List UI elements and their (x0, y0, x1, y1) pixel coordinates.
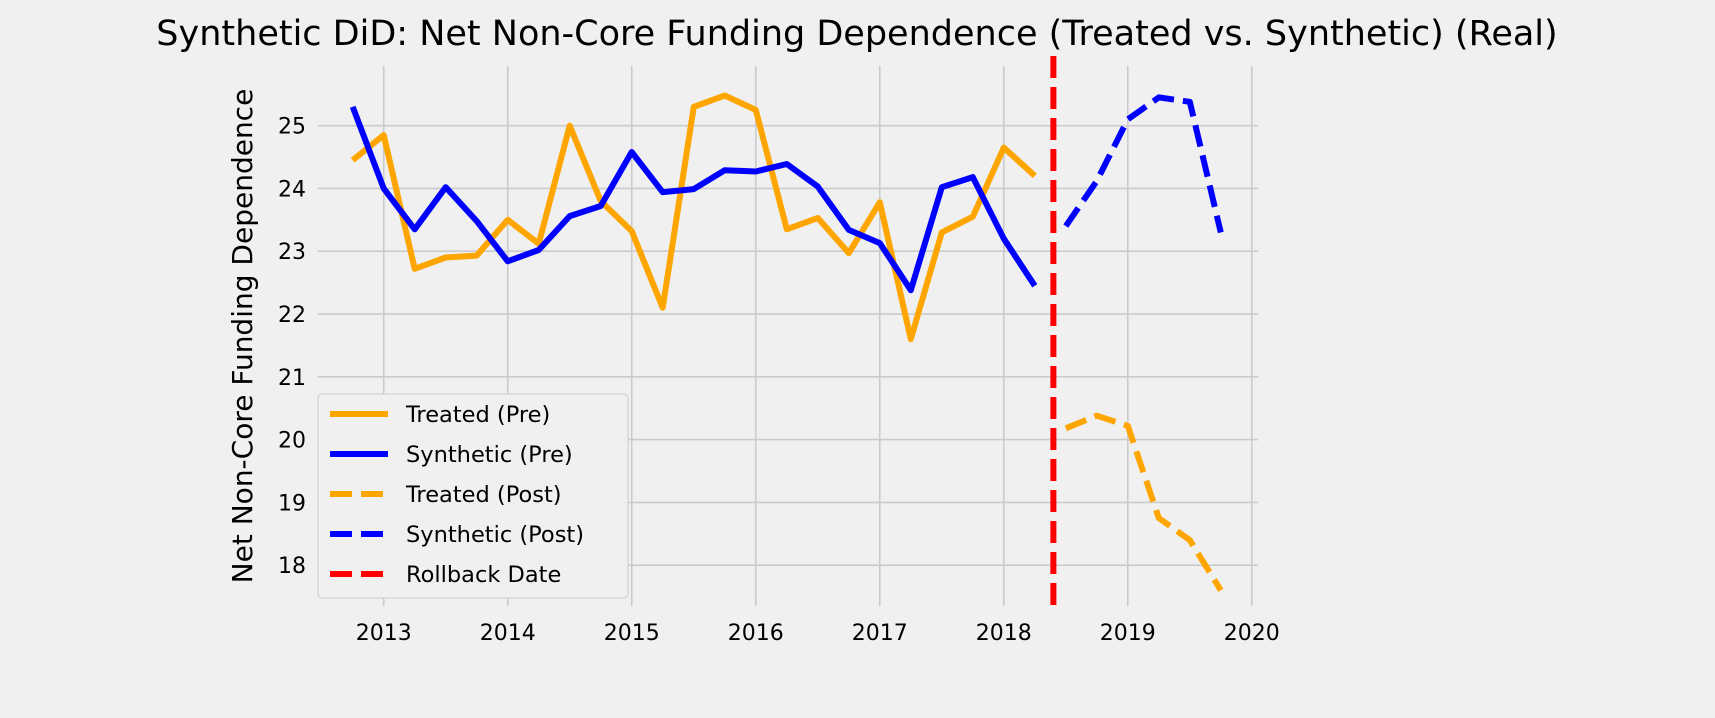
y-tick-label: 22 (278, 303, 306, 328)
legend: Treated (Pre) Synthetic (Pre) Treated (Pos… (317, 393, 629, 599)
y-tick-label: 20 (278, 429, 306, 454)
y-tick-label: 24 (278, 177, 306, 202)
x-tick-label: 2014 (480, 621, 536, 646)
y-tick-label: 21 (278, 366, 306, 391)
x-tick-label: 2017 (852, 621, 908, 646)
y-tick-label: 23 (278, 240, 306, 265)
y-tick-label: 19 (278, 491, 306, 516)
tick-labels: 2013 2014 2015 2016 2017 2018 2019 2020 18 19 20 21… (278, 115, 1280, 646)
series-line-synthetic-pre (349, 105, 1038, 294)
legend-label: Synthetic (Pre) (406, 442, 573, 468)
series-line-synthetic-post (1063, 94, 1224, 234)
x-tick-label: 2020 (1224, 621, 1280, 646)
legend-label: Rollback Date (406, 562, 561, 588)
x-tick-label: 2013 (356, 621, 412, 646)
chart-title: Synthetic DiD: Net Non-Core Funding Depe… (156, 14, 1557, 54)
legend-label: Synthetic (Post) (406, 522, 584, 548)
series-line-treated-post (1064, 412, 1224, 592)
series-lines (349, 92, 1224, 592)
x-tick-label: 2015 (604, 621, 660, 646)
x-tick-label: 2018 (976, 621, 1032, 646)
x-tick-label: 2016 (728, 621, 784, 646)
series-line-treated-pre (350, 92, 1037, 343)
legend-label: Treated (Post) (405, 482, 562, 508)
x-tick-label: 2019 (1100, 621, 1156, 646)
y-tick-label: 25 (278, 115, 306, 140)
y-axis-label: Net Non-Core Funding Dependence (226, 89, 259, 584)
legend-box (317, 393, 629, 599)
legend-label: Treated (Pre) (405, 402, 550, 428)
y-tick-label: 18 (278, 554, 306, 579)
